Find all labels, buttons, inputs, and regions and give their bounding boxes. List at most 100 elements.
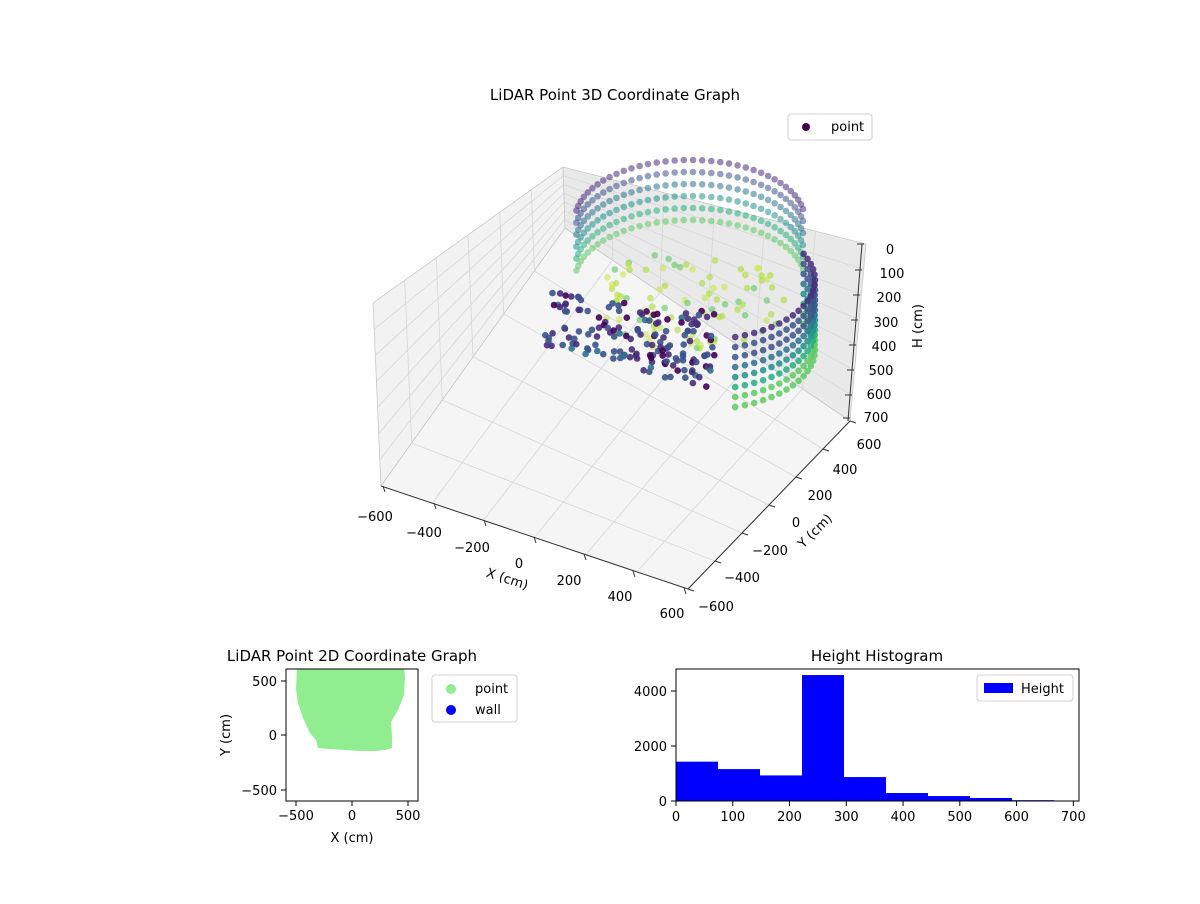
data-point: [589, 197, 596, 204]
data-point: [600, 189, 607, 196]
data-point: [545, 337, 552, 345]
legend-box: [976, 674, 1074, 702]
grid-line: [707, 205, 715, 325]
data-point: [606, 185, 613, 193]
legend-label-point: point: [475, 682, 508, 697]
data-point: [559, 341, 566, 349]
data-point: [549, 289, 556, 297]
grid-line: [612, 179, 614, 261]
data-point: [763, 276, 770, 283]
y-tick-label: −500: [241, 784, 277, 799]
y-axis-label-2d: Y (cm): [219, 714, 234, 757]
data-point: [763, 297, 771, 304]
data-point: [671, 181, 678, 188]
data-point: [613, 230, 620, 238]
data-point: [771, 200, 778, 207]
data-point: [710, 284, 717, 292]
data-point: [757, 193, 765, 201]
data-point: [768, 373, 775, 381]
data-point: [661, 282, 669, 290]
data-point: [663, 358, 670, 365]
data-point: [549, 330, 556, 337]
axes-2d: −500 0 500 500 0 −500 X (cm) Y (cm): [219, 675, 420, 846]
data-point: [636, 174, 643, 182]
data-point: [588, 326, 596, 334]
data-point: [734, 306, 741, 313]
data-point: [750, 329, 758, 337]
data-point: [580, 193, 588, 201]
data-point: [725, 184, 733, 191]
data-point: [787, 187, 794, 195]
data-point: [628, 165, 635, 172]
data-point: [742, 271, 749, 279]
data-point: [561, 307, 569, 315]
data-point: [795, 307, 802, 315]
data-point: [680, 216, 688, 224]
histogram-title: Height Histogram: [811, 647, 943, 665]
data-point: [644, 196, 652, 204]
x-axis-label-2d: X (cm): [331, 831, 374, 846]
data-point: [619, 271, 627, 278]
data-point: [584, 237, 592, 244]
histogram-bar: [676, 761, 719, 801]
data-point: [636, 162, 643, 170]
data-point: [595, 314, 603, 321]
x-tick-label: −500: [278, 809, 314, 824]
x-tick-label: 700: [1061, 810, 1086, 825]
data-point: [693, 321, 701, 329]
y-tick-label: 2000: [634, 740, 667, 755]
data-point: [764, 220, 772, 228]
data-point: [682, 310, 690, 317]
histogram-bar: [970, 797, 1013, 801]
data-point: [777, 179, 784, 187]
data-point: [764, 184, 772, 192]
data-point: [664, 316, 671, 323]
data-point: [606, 221, 613, 229]
data-point: [782, 183, 790, 191]
data-point: [741, 361, 749, 369]
data-point: [717, 194, 724, 202]
y-tick-label: 0: [269, 729, 277, 744]
data-point: [594, 217, 601, 224]
data-point: [764, 208, 772, 216]
data-point: [698, 157, 706, 164]
data-point: [804, 297, 811, 305]
data-point: [695, 311, 703, 319]
data-point: [659, 264, 667, 272]
data-point: [768, 333, 775, 341]
data-point: [799, 217, 807, 225]
z-tick-label: 500: [869, 364, 894, 379]
data-point: [800, 302, 807, 310]
data-point: [628, 201, 635, 208]
data-point: [809, 266, 817, 273]
data-point: [800, 312, 807, 320]
data-point: [725, 196, 733, 203]
data-point: [665, 351, 672, 358]
data-point: [594, 205, 601, 212]
data-point: [594, 229, 601, 236]
data-point: [611, 266, 619, 273]
data-point: [771, 188, 778, 195]
x-tick-label: −200: [454, 541, 490, 556]
data-point: [811, 276, 819, 284]
data-point: [787, 235, 794, 243]
data-point: [652, 331, 659, 338]
data-point: [582, 350, 589, 358]
data-point: [698, 217, 706, 224]
data-point: [689, 156, 697, 164]
data-point: [689, 216, 697, 224]
data-point: [606, 173, 613, 181]
data-point: [776, 340, 783, 347]
data-point: [669, 362, 677, 369]
data-point: [671, 205, 678, 212]
data-point: [777, 215, 784, 223]
data-point: [759, 346, 767, 354]
data-point: [757, 217, 765, 225]
chart-3d-title: LiDAR Point 3D Coordinate Graph: [490, 86, 740, 104]
data-point: [789, 372, 797, 379]
data-point: [759, 336, 767, 344]
data-point: [731, 363, 739, 371]
data-point: [759, 326, 767, 334]
data-point: [742, 164, 750, 171]
data-point: [789, 362, 797, 369]
